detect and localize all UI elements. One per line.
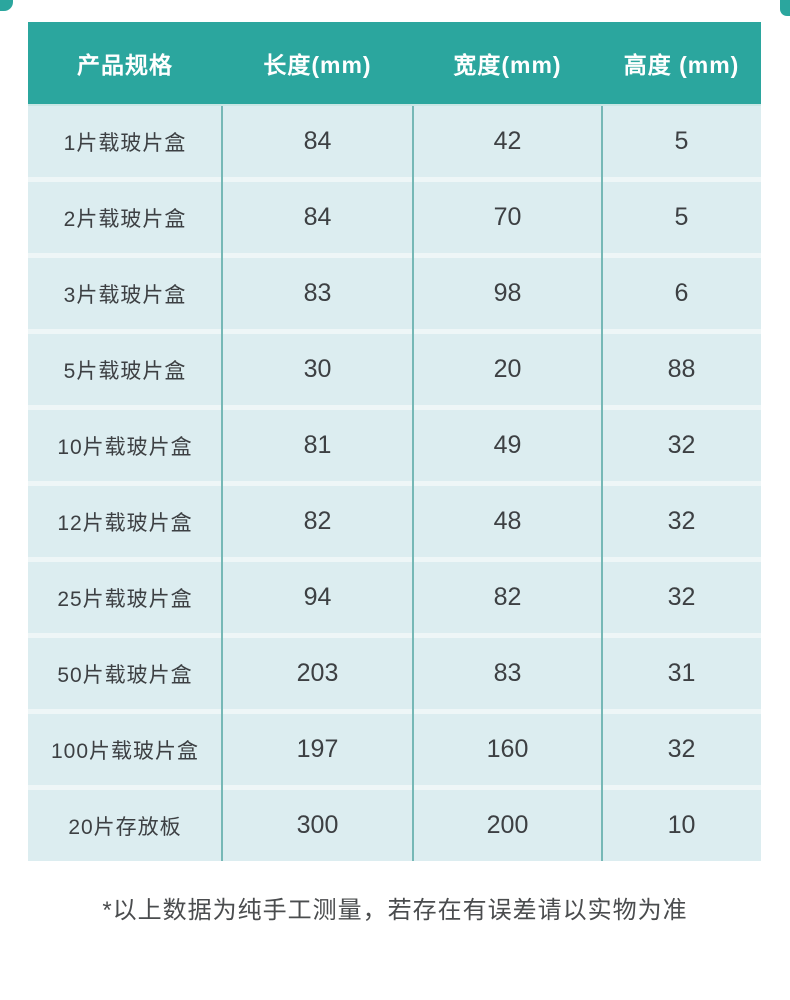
cell-width: 160 [486,735,529,763]
cell-width: 20 [493,355,522,383]
cell-spec: 1片载玻片盒 [63,131,187,155]
table-body: 1片载玻片盒 84 42 5 2片载玻片盒 84 70 5 3片载玻片盒 83 … [28,106,761,861]
cell-length: 94 [303,583,332,611]
cell-width: 48 [493,507,522,535]
cell-width: 49 [493,431,522,459]
product-spec-table: 产品规格 长度(mm) 宽度(mm) 高度 (mm) 1片载玻片盒 84 42 … [28,22,761,861]
corner-artifact-top-right [780,0,790,16]
cell-spec: 50片载玻片盒 [57,663,193,687]
cell-width: 200 [486,811,529,839]
table-header-row: 产品规格 长度(mm) 宽度(mm) 高度 (mm) [28,22,761,106]
cell-height: 31 [667,659,696,687]
cell-height: 6 [674,279,689,307]
column-divider [601,106,603,861]
table-row: 1片载玻片盒 84 42 5 [28,106,761,177]
cell-width: 42 [493,127,522,155]
table-row: 10片载玻片盒 81 49 32 [28,410,761,481]
cell-width: 82 [493,583,522,611]
cell-height: 32 [667,507,696,535]
cell-length: 81 [303,431,332,459]
cell-height: 5 [674,203,689,231]
table-row: 5片载玻片盒 30 20 88 [28,334,761,405]
cell-height: 32 [667,431,696,459]
column-header-length: 长度(mm) [263,52,372,78]
column-header-height: 高度 (mm) [623,52,740,78]
column-divider [412,106,414,861]
cell-width: 83 [493,659,522,687]
cell-length: 84 [303,127,332,155]
cell-length: 84 [303,203,332,231]
table-row: 12片载玻片盒 82 48 32 [28,486,761,557]
cell-length: 197 [296,735,339,763]
cell-height: 88 [667,355,696,383]
table-row: 100片载玻片盒 197 160 32 [28,714,761,785]
cell-width: 70 [493,203,522,231]
cell-length: 300 [296,811,339,839]
cell-spec: 25片载玻片盒 [57,587,193,611]
column-header-spec: 产品规格 [77,52,173,78]
cell-height: 5 [674,127,689,155]
cell-height: 10 [667,811,696,839]
cell-length: 203 [296,659,339,687]
cell-spec: 100片载玻片盒 [50,739,200,763]
cell-height: 32 [667,735,696,763]
table-row: 20片存放板 300 200 10 [28,790,761,861]
cell-length: 82 [303,507,332,535]
table-row: 3片载玻片盒 83 98 6 [28,258,761,329]
column-divider [221,106,223,861]
table-row: 2片载玻片盒 84 70 5 [28,182,761,253]
table-row: 25片载玻片盒 94 82 32 [28,562,761,633]
cell-length: 30 [303,355,332,383]
column-header-width: 宽度(mm) [453,52,562,78]
table-row: 50片载玻片盒 203 83 31 [28,638,761,709]
cell-spec: 2片载玻片盒 [63,207,187,231]
corner-artifact-top-left [0,0,13,11]
measurement-disclaimer: *以上数据为纯手工测量，若存在有误差请以实物为准 [102,897,688,924]
cell-spec: 20片存放板 [68,815,182,839]
cell-width: 98 [493,279,522,307]
cell-spec: 10片载玻片盒 [57,435,193,459]
cell-spec: 12片载玻片盒 [57,511,193,535]
cell-spec: 5片载玻片盒 [63,359,187,383]
cell-length: 83 [303,279,332,307]
cell-spec: 3片载玻片盒 [63,283,187,307]
cell-height: 32 [667,583,696,611]
